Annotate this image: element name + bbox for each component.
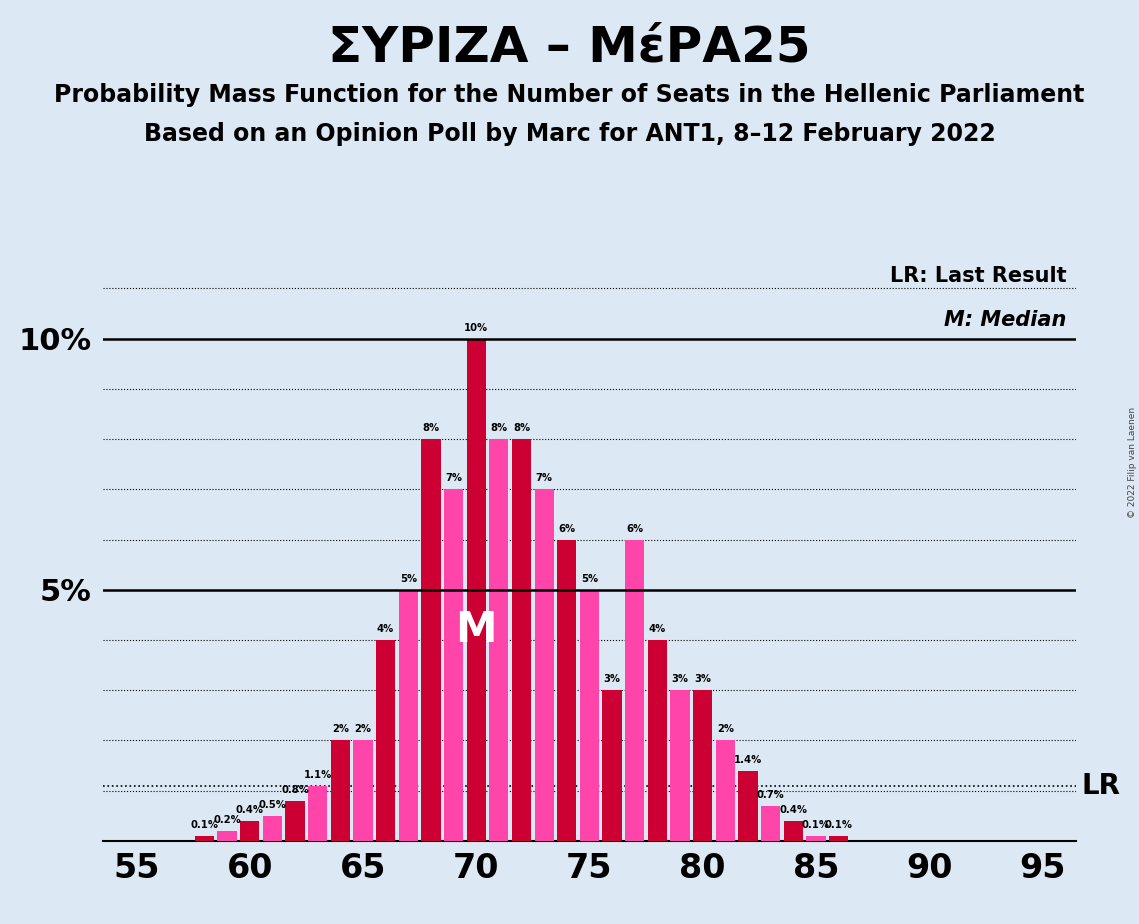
Text: Probability Mass Function for the Number of Seats in the Hellenic Parliament: Probability Mass Function for the Number…	[55, 83, 1084, 107]
Bar	[806, 836, 826, 841]
Text: 3%: 3%	[694, 675, 711, 684]
Bar	[308, 785, 327, 841]
Text: 0.8%: 0.8%	[281, 784, 309, 795]
Bar	[490, 439, 508, 841]
Text: 3%: 3%	[672, 675, 688, 684]
Bar	[829, 836, 849, 841]
Text: 0.1%: 0.1%	[802, 820, 830, 830]
Bar	[534, 490, 554, 841]
Text: ΣΥΡΙΖΑ – ΜέΡΑ25: ΣΥΡΙΖΑ – ΜέΡΑ25	[328, 23, 811, 71]
Text: 5%: 5%	[581, 574, 598, 584]
Bar	[648, 640, 667, 841]
Text: M: Median: M: Median	[944, 310, 1066, 330]
Bar	[625, 540, 645, 841]
Text: 7%: 7%	[445, 473, 462, 483]
Bar	[399, 590, 418, 841]
Text: 6%: 6%	[558, 524, 575, 533]
Text: 3%: 3%	[604, 675, 621, 684]
Text: M: M	[456, 609, 497, 650]
Text: 4%: 4%	[649, 624, 666, 634]
Text: Based on an Opinion Poll by Marc for ANT1, 8–12 February 2022: Based on an Opinion Poll by Marc for ANT…	[144, 122, 995, 146]
Bar	[353, 740, 372, 841]
Bar	[240, 821, 260, 841]
Text: 8%: 8%	[423, 423, 440, 433]
Bar	[286, 801, 304, 841]
Text: 0.2%: 0.2%	[213, 815, 241, 825]
Text: 8%: 8%	[490, 423, 507, 433]
Text: 2%: 2%	[354, 724, 371, 735]
Text: 0.4%: 0.4%	[236, 805, 264, 815]
Text: 5%: 5%	[400, 574, 417, 584]
Text: 0.1%: 0.1%	[190, 820, 219, 830]
Bar	[693, 690, 712, 841]
Bar	[444, 490, 464, 841]
Text: 1.1%: 1.1%	[303, 770, 331, 780]
Bar	[511, 439, 531, 841]
Bar	[195, 836, 214, 841]
Text: © 2022 Filip van Laenen: © 2022 Filip van Laenen	[1128, 407, 1137, 517]
Text: 0.5%: 0.5%	[259, 799, 286, 809]
Text: 8%: 8%	[513, 423, 530, 433]
Bar	[557, 540, 576, 841]
Text: 1.4%: 1.4%	[734, 755, 762, 764]
Text: 2%: 2%	[716, 724, 734, 735]
Text: LR: Last Result: LR: Last Result	[890, 266, 1066, 286]
Bar	[671, 690, 689, 841]
Text: 2%: 2%	[331, 724, 349, 735]
Bar	[421, 439, 441, 841]
Bar	[784, 821, 803, 841]
Text: 10%: 10%	[464, 322, 489, 333]
Bar	[580, 590, 599, 841]
Bar	[761, 806, 780, 841]
Text: 6%: 6%	[626, 524, 644, 533]
Text: 7%: 7%	[535, 473, 552, 483]
Bar	[738, 771, 757, 841]
Bar	[263, 816, 282, 841]
Text: 0.4%: 0.4%	[779, 805, 808, 815]
Text: 0.1%: 0.1%	[825, 820, 853, 830]
Bar	[715, 740, 735, 841]
Bar	[330, 740, 350, 841]
Text: 0.7%: 0.7%	[756, 790, 785, 799]
Bar	[218, 831, 237, 841]
Text: 4%: 4%	[377, 624, 394, 634]
Bar	[467, 339, 486, 841]
Text: LR: LR	[1081, 772, 1121, 799]
Bar	[603, 690, 622, 841]
Bar	[376, 640, 395, 841]
